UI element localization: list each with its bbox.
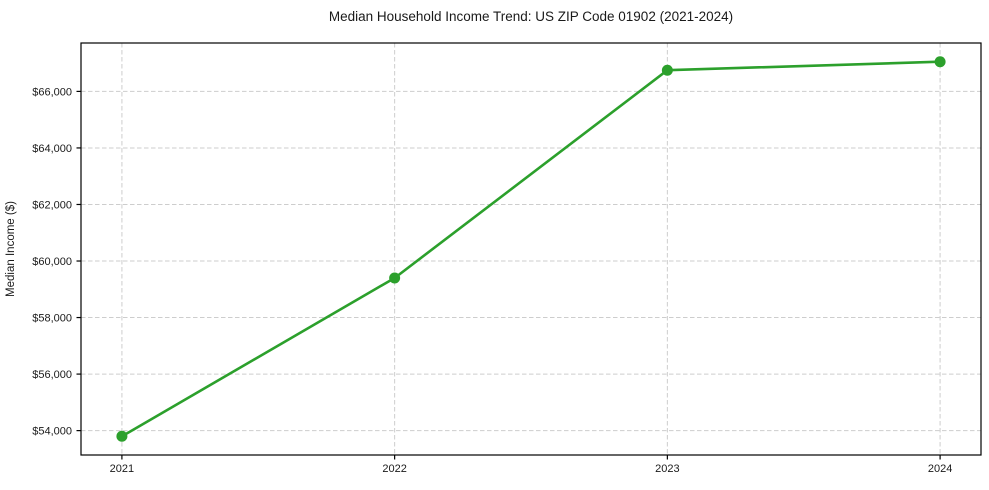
chart-title: Median Household Income Trend: US ZIP Co…: [329, 9, 733, 24]
gridlines: [81, 43, 981, 455]
y-tick-label: $60,000: [32, 256, 72, 268]
y-tick-label: $56,000: [32, 369, 72, 381]
y-tick-label: $58,000: [32, 313, 72, 325]
data-point-2024: [934, 56, 946, 68]
data-point-2022: [389, 272, 401, 284]
y-tick-label: $62,000: [32, 199, 72, 211]
x-tick-label: 2024: [928, 463, 952, 475]
y-tick-label: $54,000: [32, 426, 72, 438]
data-point-2021: [116, 430, 128, 442]
data-series: [116, 56, 946, 442]
y-axis-label: Median Income ($): [5, 201, 17, 297]
data-point-2023: [661, 64, 673, 76]
plot-area-border: [80, 42, 982, 456]
x-tick-label: 2023: [655, 463, 679, 475]
x-tick-label: 2021: [110, 463, 134, 475]
y-tick-label: $66,000: [32, 86, 72, 98]
x-tick-label: 2022: [382, 463, 406, 475]
axis-ticks: $54,000 $56,000 $58,000 $60,000 $62,000 $64,0…: [32, 86, 952, 475]
y-tick-label: $64,000: [32, 143, 72, 155]
trend-line: [120, 60, 942, 438]
